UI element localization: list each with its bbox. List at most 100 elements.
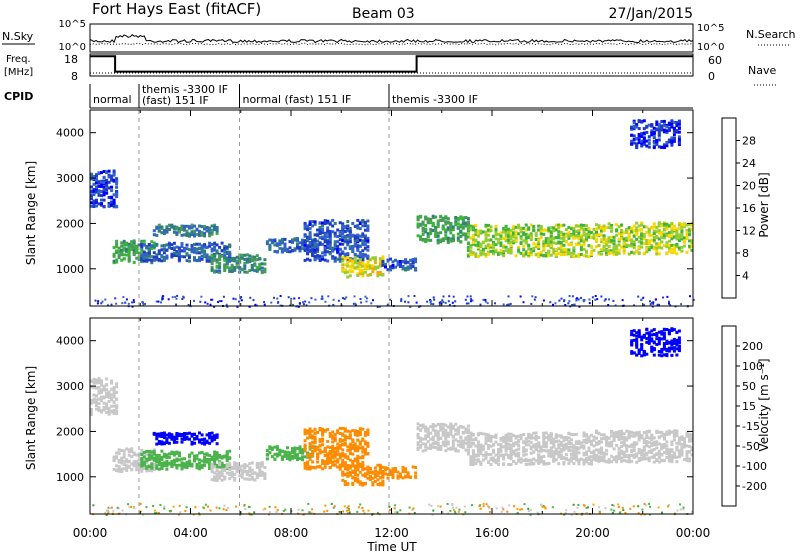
data-cell	[637, 246, 641, 250]
data-cell	[574, 229, 578, 233]
data-cell	[311, 440, 315, 444]
data-cell	[321, 255, 325, 259]
data-cell	[670, 251, 674, 255]
data-cell	[677, 227, 681, 230]
data-cell	[343, 461, 347, 465]
data-cell	[479, 431, 483, 435]
data-cell	[592, 438, 596, 442]
data-cell	[552, 445, 556, 449]
clutter-cell	[494, 302, 496, 305]
data-cell	[497, 456, 500, 460]
data-cell	[630, 125, 634, 129]
data-cell	[177, 433, 181, 437]
data-cell	[507, 438, 511, 442]
data-cell	[245, 260, 249, 264]
data-cell	[640, 221, 644, 225]
data-cell	[107, 196, 111, 199]
data-cell	[667, 139, 671, 143]
data-cell	[213, 465, 217, 469]
data-cell	[135, 468, 139, 472]
data-cell	[185, 234, 189, 237]
data-cell	[205, 259, 209, 263]
clutter-cell	[549, 301, 552, 304]
data-cell	[655, 138, 659, 142]
clutter-cell	[364, 295, 367, 298]
data-cell	[127, 464, 131, 468]
clutter-cell	[588, 298, 591, 301]
clutter-cell	[97, 300, 100, 303]
data-cell	[115, 412, 119, 416]
data-cell	[130, 455, 134, 459]
data-cell	[574, 451, 578, 455]
data-cell	[358, 440, 362, 444]
data-cell	[647, 242, 651, 246]
data-cell	[348, 247, 352, 251]
data-cell	[552, 241, 556, 245]
nsky-label: N.Sky	[2, 30, 34, 43]
data-cell	[605, 251, 609, 255]
data-cell	[640, 144, 644, 148]
data-cell	[361, 437, 365, 441]
data-cell	[346, 239, 350, 243]
data-cell	[110, 410, 114, 414]
data-cell	[132, 244, 136, 247]
data-cell	[590, 433, 593, 437]
data-cell	[474, 255, 478, 258]
data-cell	[140, 459, 144, 463]
data-cell	[434, 228, 438, 232]
data-cell	[306, 466, 310, 470]
data-cell	[110, 185, 114, 189]
data-cell	[117, 469, 121, 473]
data-cell	[238, 259, 242, 263]
data-cell	[539, 449, 543, 453]
data-cell	[306, 463, 310, 467]
data-cell	[205, 441, 209, 445]
data-cell	[557, 434, 561, 438]
data-cell	[326, 235, 330, 239]
data-cell	[487, 436, 490, 440]
data-cell	[253, 478, 257, 482]
data-cell	[120, 461, 124, 465]
data-cell	[323, 258, 327, 262]
data-cell	[569, 449, 573, 453]
data-cell	[228, 250, 232, 254]
data-cell	[351, 264, 355, 268]
data-cell	[341, 470, 345, 474]
data-cell	[353, 449, 357, 453]
data-cell	[351, 257, 355, 261]
data-cell	[155, 464, 159, 468]
data-cell	[112, 254, 116, 258]
data-cell	[356, 265, 360, 269]
data-cell	[215, 433, 219, 437]
data-cell	[469, 253, 473, 256]
data-cell	[431, 438, 435, 442]
data-cell	[456, 225, 460, 229]
data-cell	[373, 265, 377, 269]
data-cell	[228, 253, 232, 257]
data-cell	[306, 247, 310, 251]
data-cell	[567, 251, 571, 255]
data-cell	[210, 224, 214, 228]
data-cell	[657, 145, 661, 149]
data-cell	[662, 143, 666, 147]
data-cell	[436, 234, 440, 238]
clutter-cell	[310, 297, 313, 300]
data-cell	[215, 249, 219, 253]
data-cell	[245, 270, 249, 274]
data-cell	[381, 481, 385, 485]
data-cell	[537, 460, 541, 463]
data-cell	[504, 441, 508, 444]
data-cell	[662, 145, 666, 149]
data-cell	[685, 250, 689, 254]
data-cell	[210, 232, 214, 236]
data-cell	[311, 240, 315, 244]
data-cell	[160, 440, 164, 444]
data-cell	[647, 135, 651, 139]
data-cell	[494, 458, 498, 462]
data-cell	[585, 237, 588, 241]
data-cell	[306, 257, 310, 261]
data-cell	[642, 232, 646, 236]
data-cell	[102, 205, 106, 209]
data-cell	[306, 431, 310, 435]
clutter-cell	[577, 298, 580, 301]
